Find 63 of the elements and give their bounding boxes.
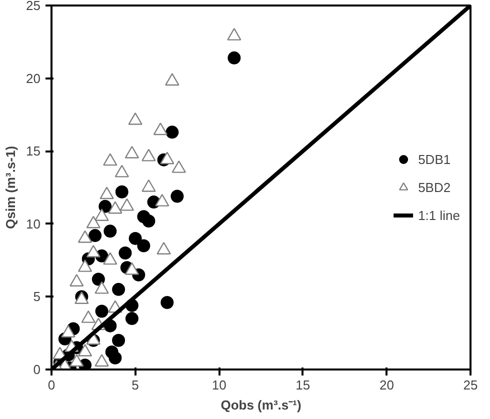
point [124,262,140,275]
point [227,28,242,40]
point [86,216,100,228]
point [78,344,92,356]
y-tick-label: 5 [33,289,41,304]
point [108,201,122,214]
point [153,122,168,136]
point [137,239,150,252]
legend-label: 5DB1 [418,152,451,166]
point [118,246,132,260]
point [86,244,100,258]
y-tick-label: 10 [26,216,41,232]
point [155,194,170,206]
point [114,164,129,178]
point [94,208,109,221]
point [172,160,186,173]
y-tick-label: 15 [26,144,41,159]
point [94,354,109,367]
point [142,214,156,228]
x-tick-label: 25 [463,378,478,392]
point [112,334,126,347]
x-tick-label: 10 [212,378,226,392]
point [94,281,109,294]
y-tick-label: 25 [26,0,41,13]
point [70,354,84,367]
point [92,272,105,286]
x-axis-title: Qobs (m³.s⁻¹) [220,398,302,412]
point [160,296,174,310]
point [81,310,96,323]
y-tick-label: 20 [26,70,41,86]
point [170,190,184,203]
legend-label: 5BD2 [418,180,451,194]
point [88,229,102,242]
point [103,252,118,265]
point [78,259,92,272]
y-axis-title: Qsim (m³.s-1) [3,146,18,230]
point [115,185,128,198]
x-tick-label: 5 [132,378,139,392]
y-tick-label: 0 [33,362,41,377]
point [128,232,142,245]
point [128,112,142,125]
point [104,224,117,238]
x-tick-label: 0 [48,378,56,392]
x-tick-label: 15 [296,378,310,392]
point [142,148,156,162]
point [160,152,174,164]
point [103,153,118,166]
point [78,230,92,243]
point [98,200,112,213]
point [61,324,76,338]
point [124,146,140,158]
point [95,304,108,318]
point [156,242,171,254]
point [70,274,84,286]
point [120,198,134,211]
point [100,186,114,200]
point [125,312,138,326]
point [105,346,118,359]
legend-label: 1:1 line [418,208,460,222]
point [142,179,156,192]
x-tick-label: 20 [379,378,394,392]
point [112,282,126,296]
point [165,73,180,86]
